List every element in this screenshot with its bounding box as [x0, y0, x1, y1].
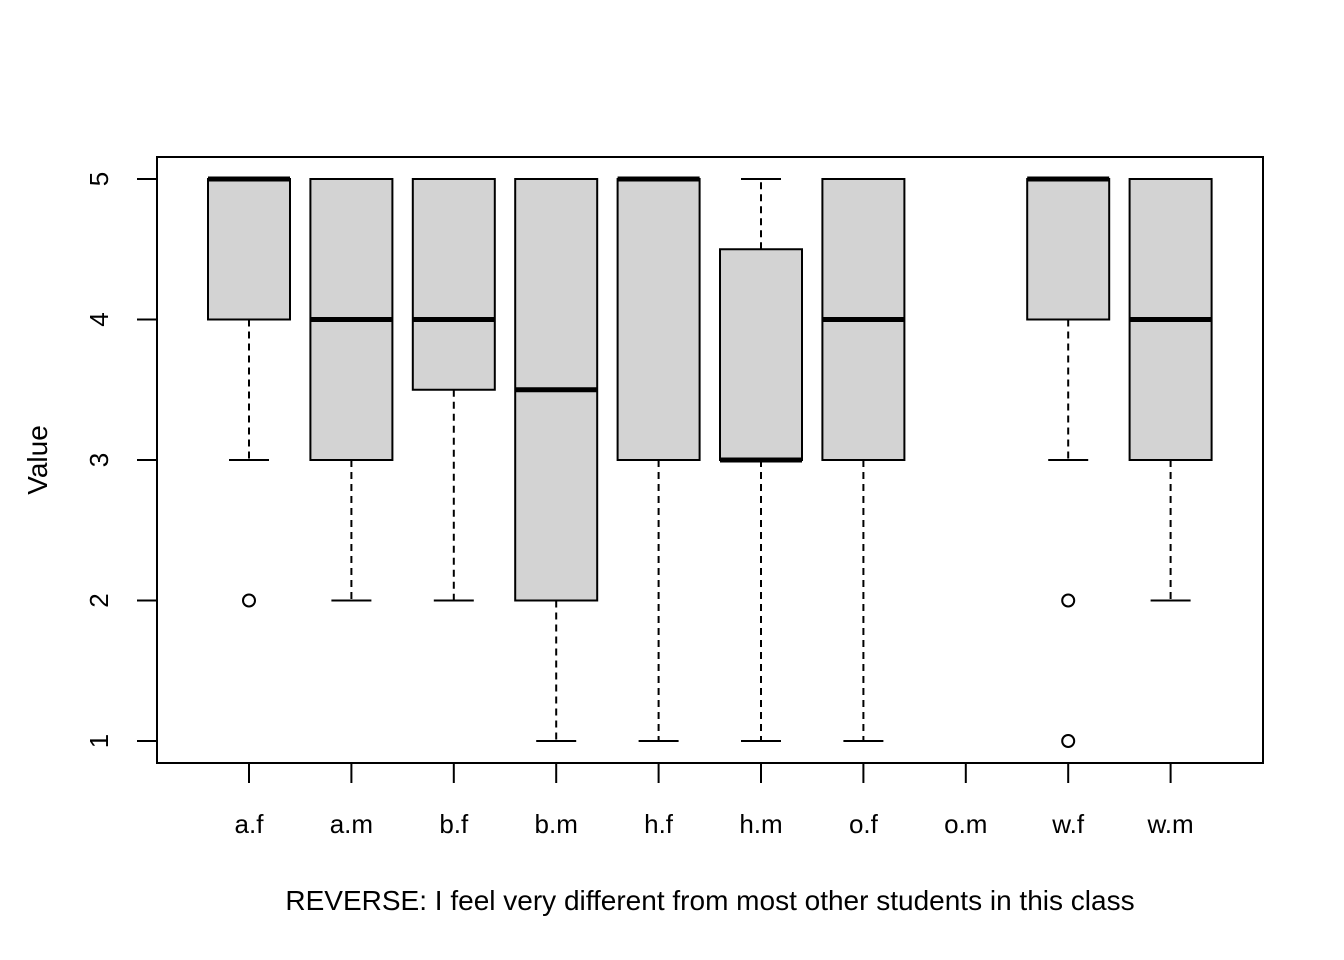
- box-b.f: [411, 178, 496, 602]
- box-w.m: [1128, 178, 1213, 602]
- iqr-box: [1026, 178, 1111, 321]
- box-b.m: [514, 178, 599, 742]
- x-tick-label: o.m: [944, 809, 987, 839]
- x-tick-label: w.f: [1051, 809, 1085, 839]
- box-h.f: [616, 176, 701, 742]
- y-tick-label: 1: [84, 734, 114, 748]
- x-tick-label: h.m: [739, 809, 782, 839]
- box-a.f: [207, 176, 291, 608]
- outlier-point: [1061, 593, 1076, 608]
- y-axis-title: Value: [22, 425, 53, 495]
- box-w.f: [1026, 176, 1111, 748]
- x-tick-label: a.m: [330, 809, 373, 839]
- y-axis: 1 2 3 4 5: [84, 172, 158, 748]
- y-tick-label: 3: [84, 453, 114, 467]
- x-tick-label: h.f: [644, 809, 674, 839]
- y-tick-label: 5: [84, 172, 114, 186]
- x-tick-label: b.f: [439, 809, 469, 839]
- x-tick-label: b.m: [535, 809, 578, 839]
- x-tick-label: a.f: [235, 809, 265, 839]
- outlier-point: [242, 593, 256, 608]
- box-h.m: [719, 178, 803, 742]
- outlier-point: [1061, 734, 1076, 748]
- x-tick-label: w.m: [1146, 809, 1193, 839]
- iqr-box: [411, 178, 496, 391]
- x-tick-label: o.f: [849, 809, 879, 839]
- x-axis: a.f a.m b.f b.m h.f h.m o.f o.m w.f w.m: [235, 763, 1194, 839]
- iqr-box: [719, 248, 803, 461]
- y-tick-label: 4: [84, 312, 114, 326]
- box-a.m: [309, 178, 394, 602]
- y-tick-label: 2: [84, 593, 114, 607]
- iqr-box: [207, 178, 291, 321]
- box-o.f: [821, 178, 906, 742]
- box-layer: [207, 176, 1213, 748]
- x-axis-title: REVERSE: I feel very different from most…: [285, 885, 1134, 916]
- iqr-box: [616, 178, 701, 461]
